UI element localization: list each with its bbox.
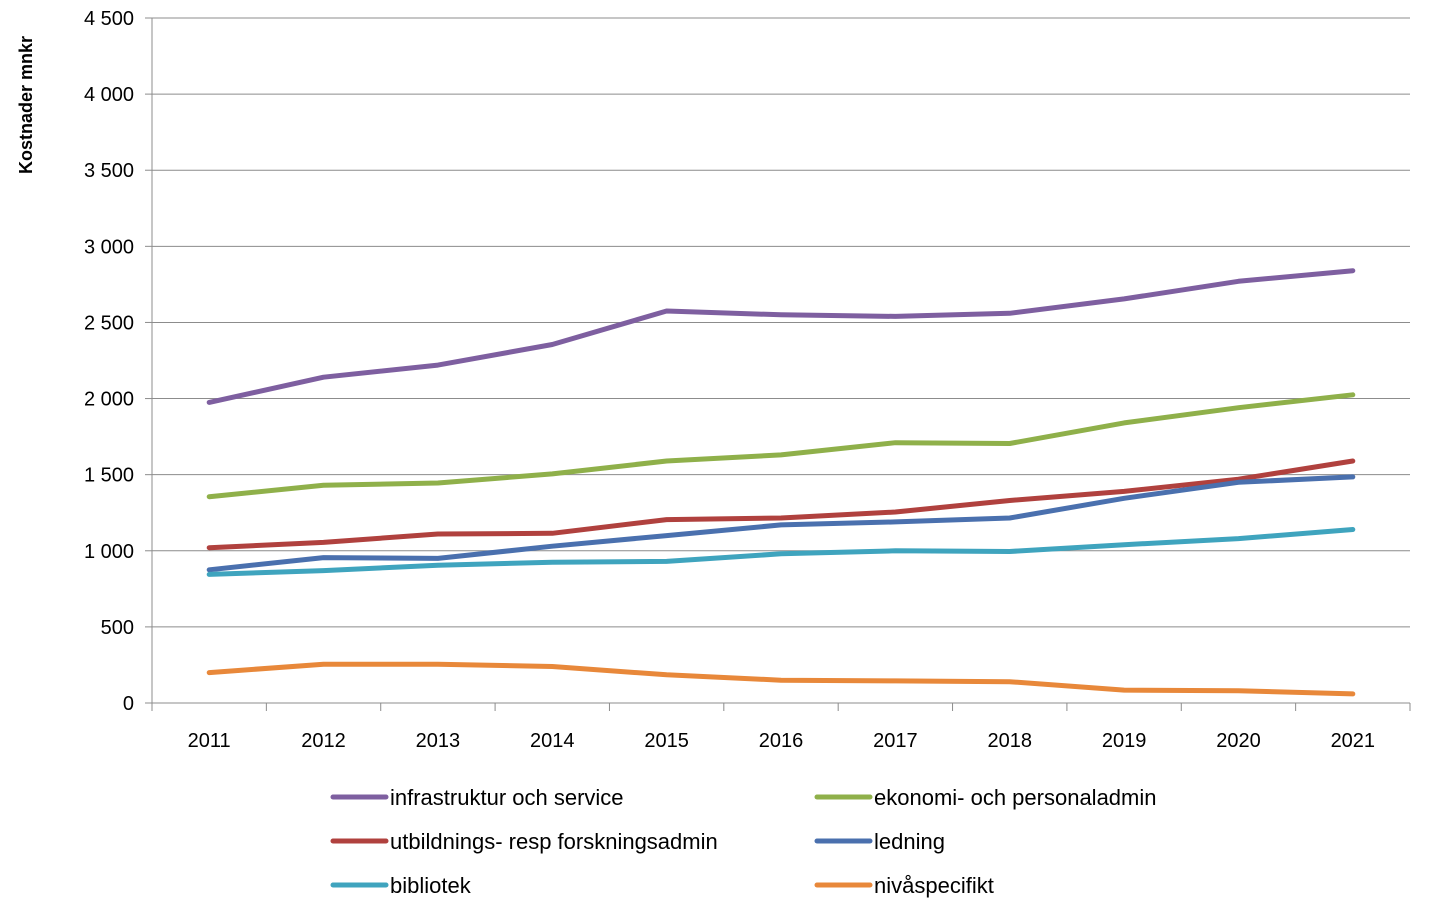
y-tick-label: 3 500: [84, 160, 134, 182]
y-tick-label: 4 500: [84, 8, 134, 30]
x-tick-label: 2014: [530, 730, 575, 752]
x-tick-labels: 2011 2012 2013 2014 2015 2016 2017 2018 2019 2020…: [188, 730, 1375, 752]
y-tick-label: 4 000: [84, 84, 134, 106]
x-tick-label: 2016: [759, 730, 804, 752]
legend: infrastruktur och service ekonomi- och pe…: [330, 785, 1157, 898]
x-tick-label: 2019: [1102, 730, 1147, 752]
x-tick-label: 2018: [987, 730, 1032, 752]
legend-label: infrastruktur och service: [390, 785, 624, 810]
x-tick-label: 2021: [1331, 730, 1376, 752]
y-tick-label: 1 500: [84, 465, 134, 487]
y-tick-label: 2 000: [84, 389, 134, 411]
grid-lines: [152, 17, 1410, 628]
series-line-1: [206, 268, 1356, 405]
y-tick-label: 2 500: [84, 312, 134, 334]
y-tick-label: 0: [123, 693, 134, 715]
x-tick-label: 2013: [416, 730, 461, 752]
x-tick-label: 2020: [1216, 730, 1261, 752]
x-tick-label: 2012: [301, 730, 346, 752]
x-tick-label: 2011: [188, 730, 231, 752]
series-line-6: [206, 661, 1356, 697]
y-tick-label: 500: [101, 617, 134, 639]
series-line-5: [206, 527, 1356, 577]
series-line-4: [206, 474, 1356, 573]
series-line-2: [206, 392, 1356, 500]
series-lines: [206, 268, 1356, 697]
legend-label: nivåspecifikt: [874, 873, 994, 898]
legend-label: ekonomi- och personaladmin: [874, 785, 1157, 810]
legend-label: bibliotek: [390, 873, 472, 898]
legend-label: utbildnings- resp forskningsadmin: [390, 829, 718, 854]
series-line-3: [206, 458, 1356, 551]
x-tick-label: 2015: [644, 730, 689, 752]
axes: [145, 17, 1411, 711]
y-tick-labels: 0 500 1 000 1 500 2 000 2 500 3 000 3 500 4 000 4…: [84, 8, 134, 715]
x-tick-label: 2017: [873, 730, 918, 752]
y-axis-label: Kostnader mnkr: [16, 36, 36, 174]
y-tick-label: 3 000: [84, 236, 134, 258]
y-tick-label: 1 000: [84, 541, 134, 563]
legend-label: ledning: [874, 829, 945, 854]
